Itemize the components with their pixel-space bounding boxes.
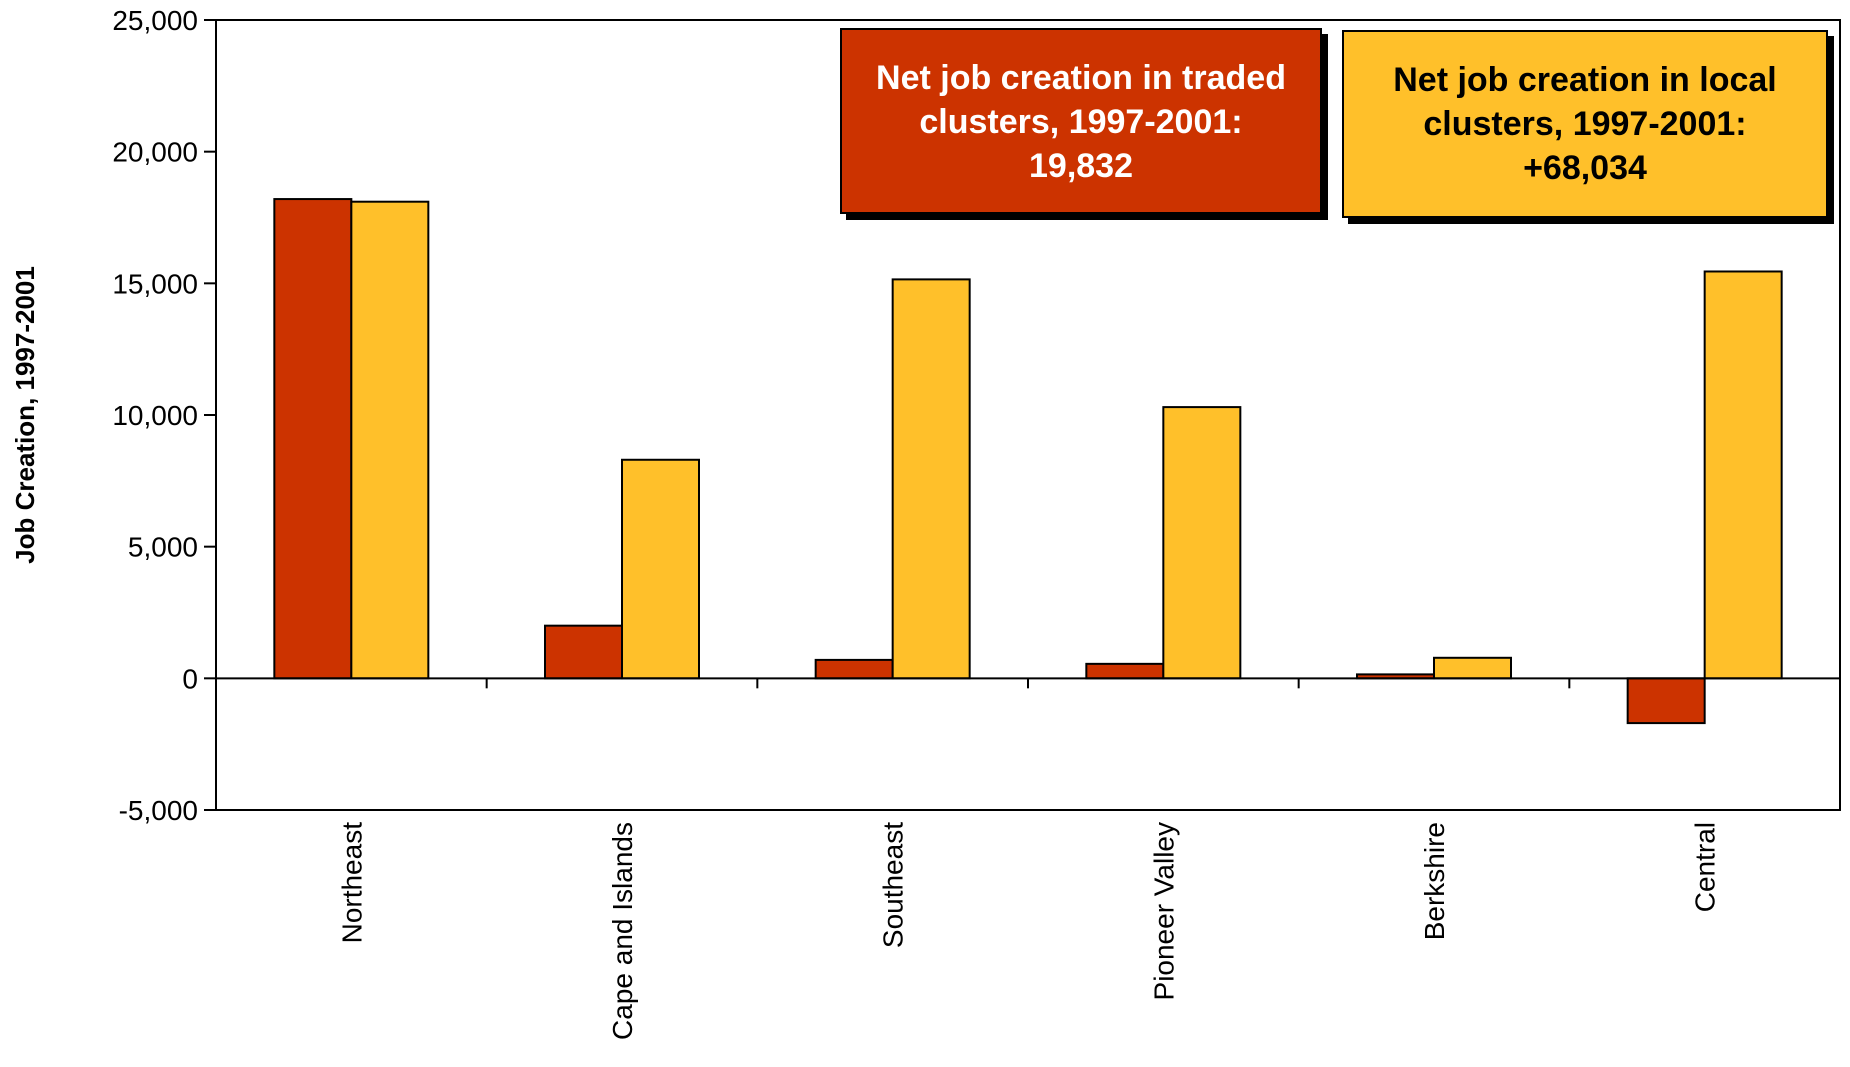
category-label: Berkshire xyxy=(1419,822,1450,940)
local-callout-line-2: clusters, 1997-2001: xyxy=(1423,105,1747,143)
y-tick-label: 25,000 xyxy=(112,5,198,36)
bars xyxy=(273,198,1783,725)
y-tick-label: 20,000 xyxy=(112,137,198,168)
x-axis xyxy=(485,678,1571,689)
y-tick-label: 10,000 xyxy=(112,400,198,431)
bar-traded xyxy=(814,658,894,680)
local-callout-line-3: +68,034 xyxy=(1523,149,1647,187)
bar-traded xyxy=(273,198,353,680)
bar-traded xyxy=(1085,662,1165,680)
y-tick-label: 0 xyxy=(182,663,198,694)
traded-callout-line-1: Net job creation in traded xyxy=(876,59,1286,97)
category-labels: Northeast Cape and Islands Southeast Pionee… xyxy=(336,822,1720,1040)
traded-callout-line-3: 19,832 xyxy=(1029,147,1133,185)
category-label: Central xyxy=(1690,822,1721,912)
local-clusters-callout: Net job creation in local clusters, 1997… xyxy=(1342,30,1828,218)
y-axis: -5,000 0 5,000 10,000 15,000 20,000 25,000 xyxy=(112,5,216,826)
y-axis-title: Job Creation, 1997-2001 xyxy=(10,266,40,564)
local-callout-line-1: Net job creation in local xyxy=(1393,61,1777,99)
bar-local xyxy=(891,278,971,680)
y-tick-label: 15,000 xyxy=(112,268,198,299)
category-label: Northeast xyxy=(336,822,367,944)
y-tick-label: 5,000 xyxy=(128,532,198,563)
bar-local xyxy=(621,458,700,680)
bar-traded xyxy=(1626,677,1706,725)
category-label: Pioneer Valley xyxy=(1148,822,1179,1000)
bar-traded xyxy=(544,624,623,680)
traded-callout-line-2: clusters, 1997-2001: xyxy=(919,103,1243,141)
traded-clusters-callout: Net job creation in traded clusters, 199… xyxy=(840,28,1322,214)
category-label: Southeast xyxy=(878,822,909,948)
bar-local xyxy=(1433,656,1512,680)
category-label: Cape and Islands xyxy=(607,822,638,1040)
y-tick-label: -5,000 xyxy=(119,795,198,826)
bar-local xyxy=(350,200,430,680)
bar-local xyxy=(1703,270,1783,680)
bar-local xyxy=(1162,406,1242,680)
